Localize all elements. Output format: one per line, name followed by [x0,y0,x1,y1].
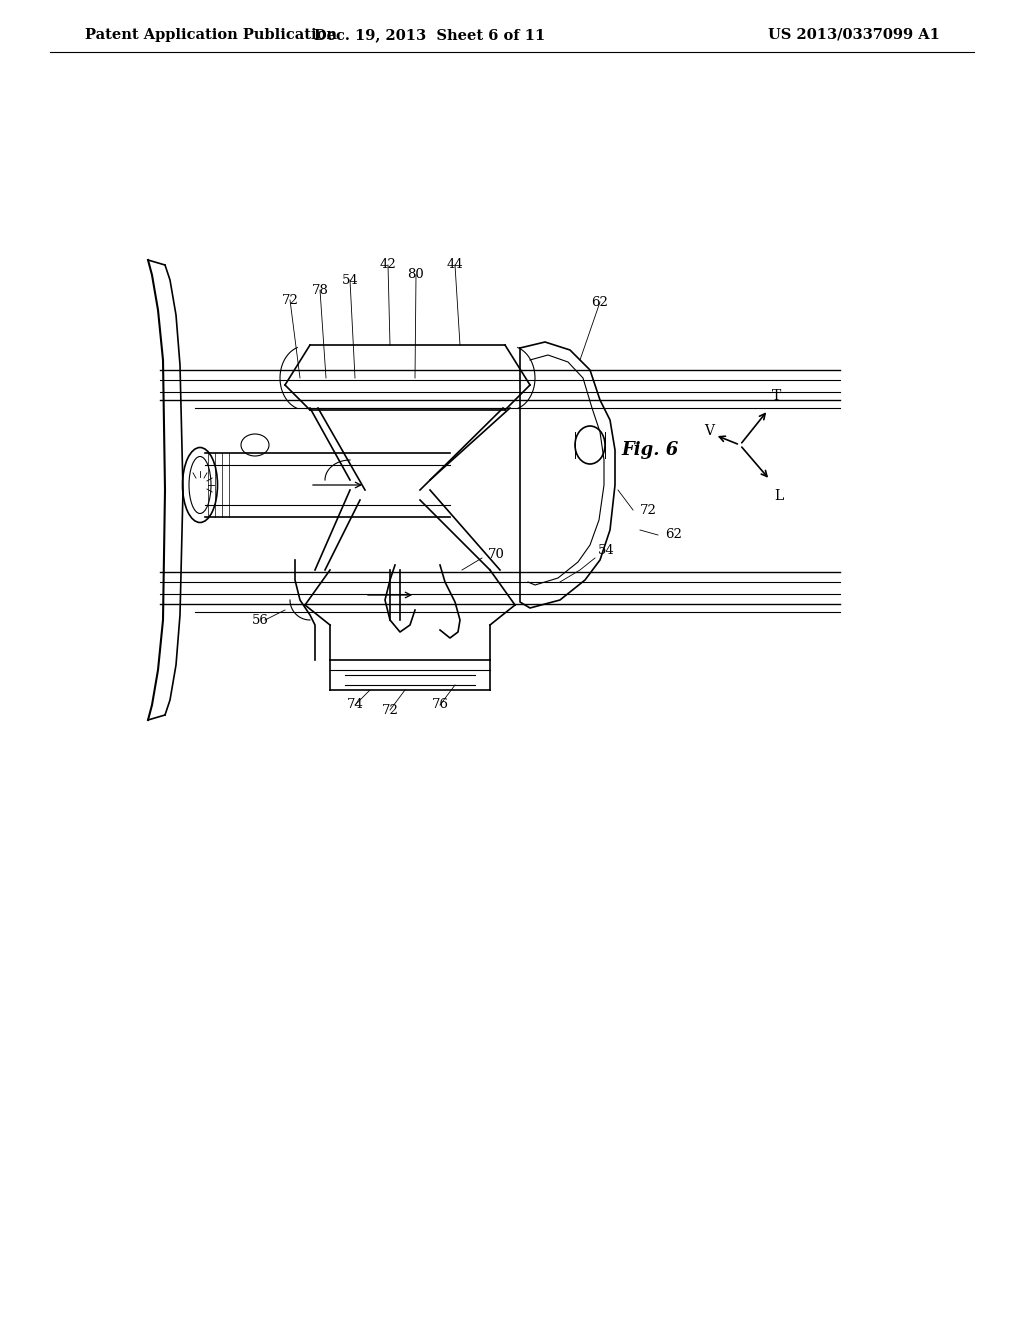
Text: 56: 56 [252,614,269,627]
Text: L: L [774,488,783,503]
Text: 72: 72 [640,503,656,516]
Text: V: V [705,424,714,438]
Text: 44: 44 [446,259,464,272]
Text: 54: 54 [342,273,358,286]
Text: 72: 72 [382,704,398,717]
Text: 62: 62 [665,528,682,541]
Text: Fig. 6: Fig. 6 [622,441,679,459]
Text: Patent Application Publication: Patent Application Publication [85,28,337,42]
Text: 42: 42 [380,259,396,272]
Text: 70: 70 [488,549,505,561]
Text: 54: 54 [598,544,614,557]
Text: T: T [772,389,781,403]
Text: 78: 78 [311,284,329,297]
Text: Dec. 19, 2013  Sheet 6 of 11: Dec. 19, 2013 Sheet 6 of 11 [314,28,546,42]
Text: 74: 74 [346,698,364,711]
Text: 76: 76 [431,698,449,711]
Text: 80: 80 [408,268,424,281]
Text: 72: 72 [282,293,298,306]
Text: US 2013/0337099 A1: US 2013/0337099 A1 [768,28,940,42]
Text: 62: 62 [592,296,608,309]
